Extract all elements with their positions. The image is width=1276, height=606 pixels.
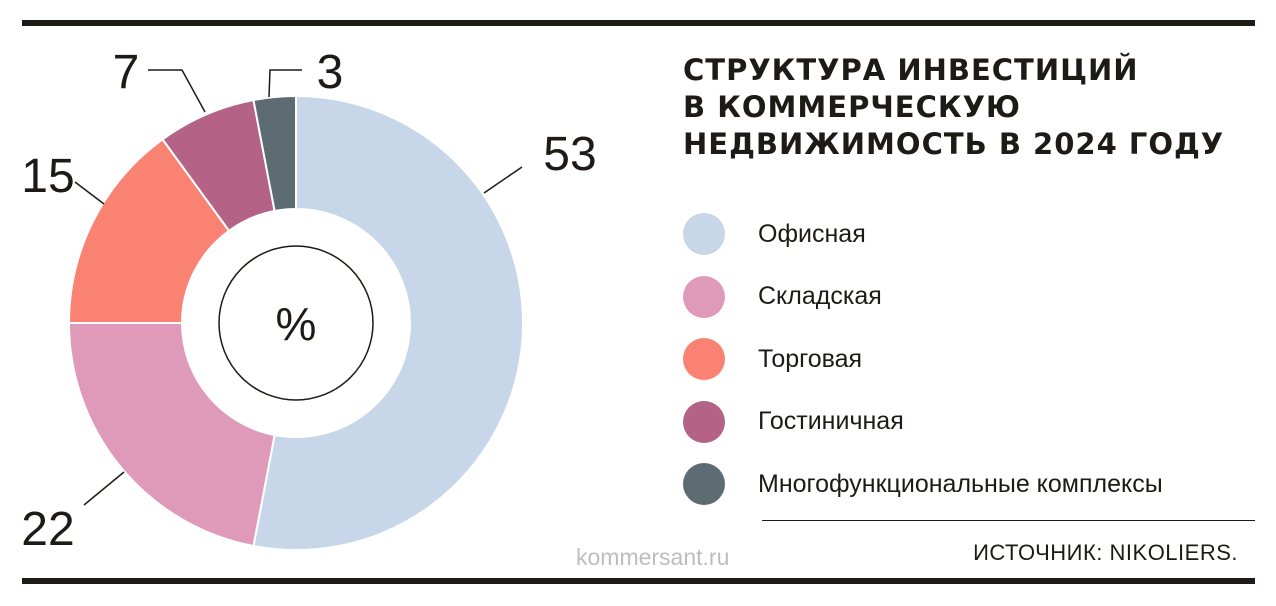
center-ring (218, 245, 374, 401)
legend-item-3: Торговая (683, 328, 1163, 391)
slice-3 (67, 137, 231, 324)
legend-swatch-2 (683, 275, 725, 318)
leader-lines (74, 69, 523, 506)
donut-chart: % 53 22 15 7 3 (21, 46, 596, 556)
source-note: ИСТОЧНИК: NIKOLIERS. (973, 540, 1238, 565)
legend-label-3: Торговая (758, 344, 863, 373)
legend-swatch-5 (683, 463, 725, 506)
legend: Офисная Складская Торговая Гостиничная Много… (683, 203, 1163, 516)
value-label-3: 15 (21, 150, 74, 203)
legend-label-4: Гостиничная (758, 407, 904, 436)
watermark: kommersant.ru (576, 544, 730, 570)
value-labels: 53 22 15 7 3 (21, 46, 596, 556)
legend-label-1: Офисная (758, 219, 866, 248)
source-divider (762, 520, 1255, 521)
top-rule (22, 20, 1255, 26)
title-line-2: В КОММЕРЧЕСКУЮ (683, 90, 1021, 124)
legend-item-1: Офисная (683, 203, 1163, 266)
legend-item-5: Многофункциональные комплексы (683, 453, 1163, 516)
legend-swatch-1 (683, 213, 725, 256)
unit-label: % (276, 298, 317, 350)
slice-2 (67, 322, 276, 548)
leader-line-4 (148, 69, 206, 113)
title-line-3: НЕДВИЖИМОСТЬ В 2024 ГОДУ (683, 127, 1225, 161)
legend-label-5: Многофункциональные комплексы (758, 469, 1163, 498)
legend-swatch-3 (683, 338, 725, 381)
value-label-4: 7 (113, 46, 140, 99)
legend-swatch-4 (683, 400, 725, 443)
chart-title: СТРУКТУРА ИНВЕСТИЦИЙ В КОММЕРЧЕСКУЮ НЕДВ… (683, 52, 1224, 163)
value-label-2: 22 (21, 503, 74, 556)
leader-line-2 (83, 471, 125, 506)
legend-item-4: Гостиничная (683, 391, 1163, 454)
legend-label-2: Складская (758, 282, 882, 311)
leader-line-5 (268, 69, 302, 98)
title-line-1: СТРУКТУРА ИНВЕСТИЦИЙ (683, 53, 1139, 87)
value-label-1: 53 (543, 128, 596, 181)
leader-line-3 (74, 181, 105, 205)
legend-item-2: Складская (683, 266, 1163, 329)
leader-line-1 (483, 166, 523, 194)
slice-5 (252, 94, 297, 213)
donut-slices (67, 94, 524, 551)
bottom-rule (22, 578, 1255, 584)
slice-1 (252, 94, 524, 551)
value-label-5: 3 (317, 46, 344, 99)
